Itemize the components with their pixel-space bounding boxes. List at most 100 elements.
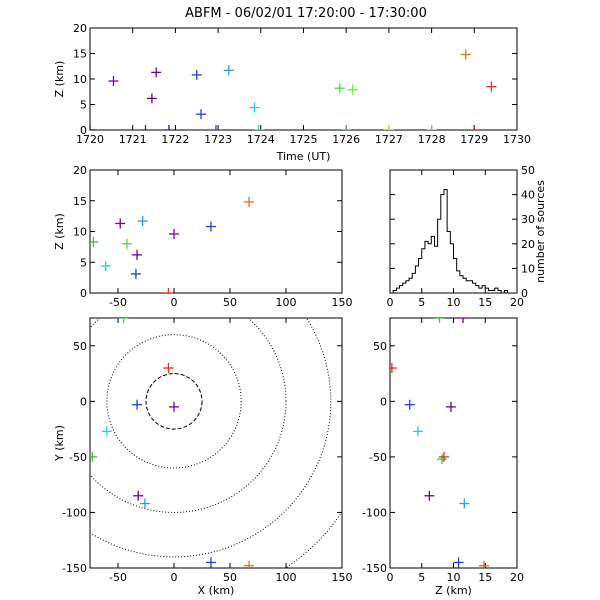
source-point — [146, 93, 157, 104]
y-tick-label: 10 — [73, 226, 87, 239]
source-point — [115, 218, 126, 229]
y-tick-label: 30 — [521, 213, 535, 226]
source-point — [478, 560, 489, 568]
source-point — [334, 83, 345, 94]
y-tick-label: 0 — [521, 287, 528, 300]
data-marks — [90, 49, 497, 130]
range-ring — [145, 373, 203, 430]
x-tick-label: 1724 — [247, 133, 275, 146]
y-tick-label: -150 — [62, 562, 87, 575]
x-tick-label: 100 — [276, 296, 297, 309]
source-point — [137, 216, 148, 227]
source-point — [210, 125, 221, 130]
y-tick-label: 0 — [80, 287, 87, 300]
x-axis-title: X (km) — [198, 584, 235, 597]
x-tick-label: -50 — [109, 571, 127, 584]
source-point — [460, 49, 471, 60]
source-point — [163, 288, 174, 293]
x-tick-label: -50 — [109, 296, 127, 309]
source-point — [486, 81, 497, 92]
range-ring — [106, 334, 242, 469]
x-axis-title: Time (UT) — [276, 150, 331, 163]
y-tick-label: 5 — [80, 256, 87, 269]
source-point — [100, 260, 111, 271]
y-tick-label: 40 — [521, 189, 535, 202]
source-point — [453, 557, 464, 568]
source-point — [244, 560, 255, 568]
source-point — [90, 451, 98, 462]
x-tick-label: 10 — [447, 571, 461, 584]
chart-height-y: 0 5 10 15 20 -150 -100 -50 0 50 Z (km) — [362, 317, 524, 597]
x-tick-label: 20 — [510, 571, 524, 584]
source-point — [223, 65, 234, 76]
x-tick-label: 0 — [387, 296, 394, 309]
source-point — [390, 363, 397, 373]
source-point — [434, 318, 445, 323]
source-point — [249, 102, 260, 113]
y-tick-label: -50 — [69, 451, 87, 464]
source-point — [438, 451, 449, 462]
source-point — [347, 84, 358, 95]
source-point — [445, 401, 456, 412]
y-tick-label: 0 — [80, 395, 87, 408]
source-point — [163, 363, 174, 373]
source-point — [169, 401, 179, 412]
y-tick-label: 0 — [80, 124, 87, 137]
y-tick-label: 20 — [73, 164, 87, 177]
source-point — [426, 125, 437, 130]
x-tick-label: 1723 — [204, 133, 232, 146]
histogram-bin — [479, 288, 482, 293]
x-tick-label: 20 — [510, 296, 524, 309]
x-tick-label: 15 — [478, 296, 492, 309]
y-axis-title: Y (km) — [53, 425, 66, 462]
source-point — [132, 249, 143, 260]
source-point — [341, 125, 352, 130]
y-tick-label: 20 — [73, 22, 87, 35]
x-tick-label: 1730 — [503, 133, 531, 146]
x-tick-label: 1720 — [76, 133, 104, 146]
y-tick-label: 5 — [80, 99, 87, 112]
data-marks — [390, 189, 517, 293]
range-ring — [90, 318, 332, 558]
data-marks — [390, 318, 489, 568]
data-marks — [90, 196, 255, 293]
x-tick-label: 10 — [447, 296, 461, 309]
source-point — [108, 76, 119, 87]
figure-title: ABFM - 06/02/01 17:20:00 - 17:30:00 — [185, 6, 427, 21]
histogram-bin — [428, 244, 431, 293]
x-tick-label: 1728 — [418, 133, 446, 146]
histogram-bin — [466, 281, 469, 293]
y-tick-label: -100 — [362, 506, 387, 519]
x-tick-label: 15 — [478, 571, 492, 584]
source-point — [244, 196, 255, 207]
histogram-bin — [434, 246, 437, 293]
x-tick-label: 50 — [223, 296, 237, 309]
y-tick-label: 50 — [373, 340, 387, 353]
plot-frame — [89, 169, 343, 294]
y-tick-label: 50 — [521, 164, 535, 177]
plot-frame — [89, 27, 518, 131]
x-tick-label: 1721 — [119, 133, 147, 146]
source-point — [437, 454, 448, 465]
source-point — [469, 125, 480, 130]
x-tick-label: 0 — [387, 571, 394, 584]
source-point — [412, 426, 423, 437]
x-tick-label: 1725 — [290, 133, 318, 146]
data-marks — [90, 318, 342, 568]
source-point — [90, 236, 99, 247]
x-tick-label: 50 — [223, 571, 237, 584]
source-point — [151, 67, 162, 78]
y-tick-label: 10 — [73, 73, 87, 86]
y-axis-title: Z (km) — [53, 61, 66, 98]
source-point — [191, 69, 202, 80]
x-tick-label: 1726 — [332, 133, 360, 146]
source-point — [253, 125, 264, 130]
chart-time-height: 1720 1721 1722 1723 1724 1725 1726 1727 1728 1729… — [53, 22, 531, 163]
source-point — [205, 221, 216, 232]
y-tick-label: 0 — [380, 395, 387, 408]
histogram-outline — [390, 189, 517, 293]
x-tick-label: 150 — [332, 571, 353, 584]
y-axis-title: Z (km) — [53, 213, 66, 250]
